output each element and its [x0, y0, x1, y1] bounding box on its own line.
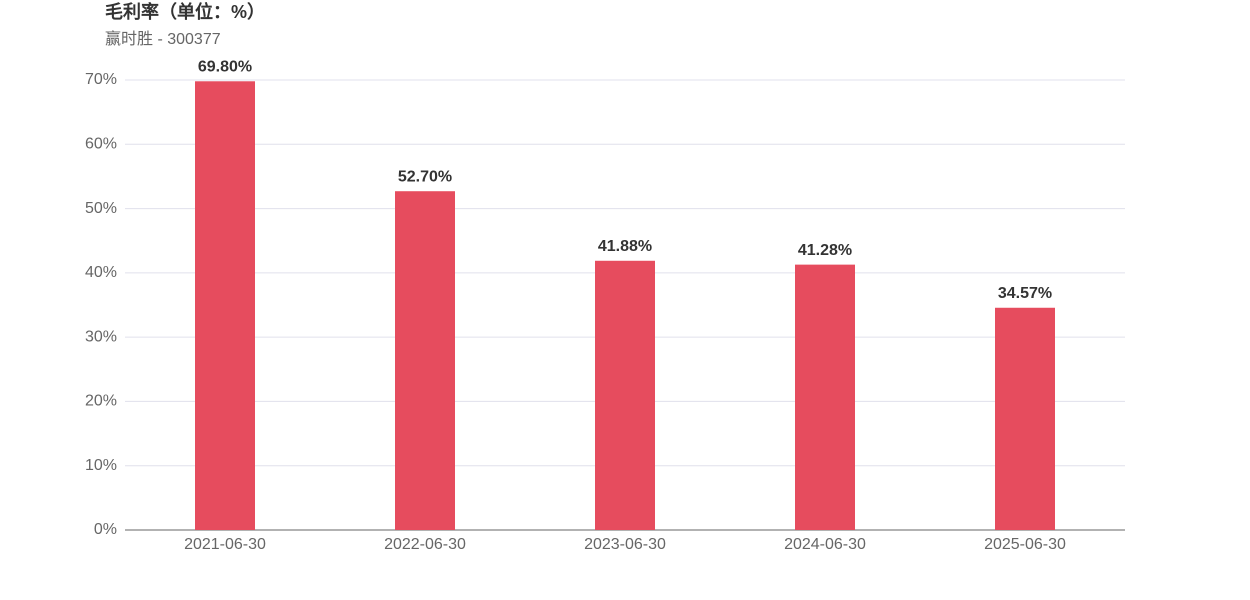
- bar: [995, 307, 1055, 530]
- y-tick-label: 20%: [85, 393, 117, 410]
- x-tick-label: 2021-06-30: [184, 536, 266, 553]
- y-tick-label: 0%: [94, 521, 117, 538]
- y-tick-label: 10%: [85, 457, 117, 474]
- y-tick-label: 70%: [85, 71, 117, 88]
- x-tick-label: 2024-06-30: [784, 536, 866, 553]
- bar: [395, 191, 455, 530]
- bar: [595, 260, 655, 530]
- y-tick-label: 50%: [85, 200, 117, 217]
- value-label: 41.88%: [598, 238, 652, 255]
- y-tick-label: 40%: [85, 264, 117, 281]
- bar: [795, 264, 855, 530]
- x-tick-label: 2023-06-30: [584, 536, 666, 553]
- x-tick-label: 2025-06-30: [984, 536, 1066, 553]
- value-label: 52.70%: [398, 168, 452, 185]
- value-label: 34.57%: [998, 285, 1052, 302]
- bar: [195, 81, 255, 531]
- y-tick-label: 30%: [85, 328, 117, 345]
- value-label: 69.80%: [198, 59, 252, 76]
- chart-subtitle: 赢时胜 - 300377: [105, 30, 221, 48]
- x-tick-label: 2022-06-30: [384, 536, 466, 553]
- chart-title: 毛利率（单位：%）: [105, 1, 265, 22]
- y-tick-label: 60%: [85, 136, 117, 153]
- value-label: 41.28%: [798, 242, 852, 259]
